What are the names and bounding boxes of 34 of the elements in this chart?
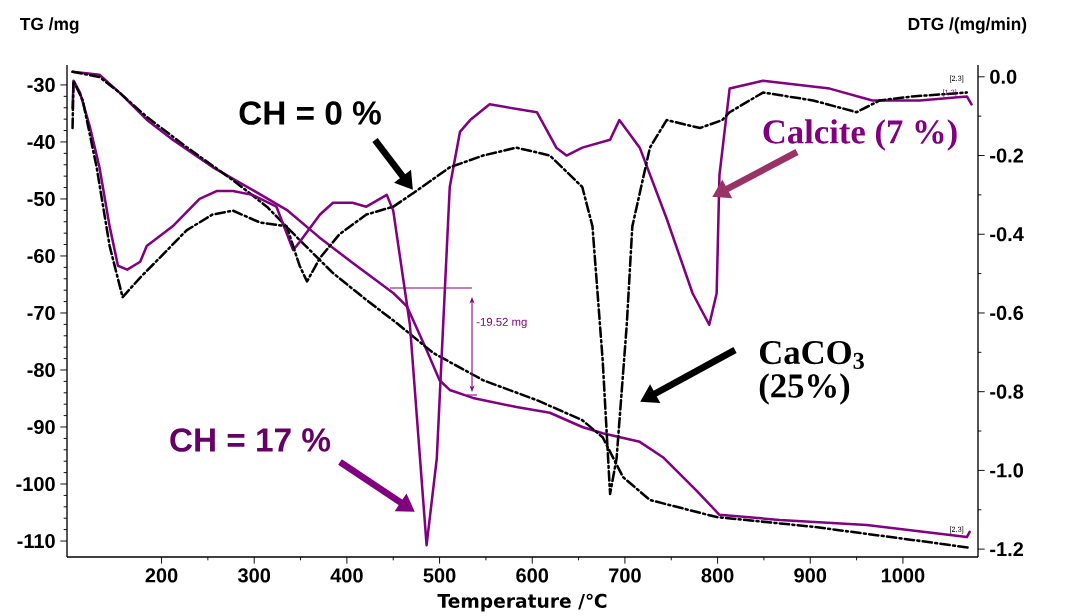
y2-tick-label: -0.2	[990, 148, 1024, 163]
y-tick-label: -80	[27, 362, 55, 378]
y-tick-label: -110	[17, 533, 55, 549]
x-tick-label: 600	[516, 568, 549, 583]
y2-axis-title: DTG /(mg/min)	[908, 17, 1027, 34]
y-tick-label: -90	[27, 419, 55, 435]
x-tick-label: 400	[330, 568, 363, 583]
annotation: Calcite (7 %)	[763, 119, 957, 151]
annotation: -19.52 mg	[476, 317, 527, 329]
y2-tick-label: -0.8	[990, 384, 1024, 399]
x-axis-title: Temperature /℃	[437, 593, 607, 612]
annotation: (25%)	[759, 373, 850, 405]
y2-tick-label: -0.4	[990, 227, 1024, 242]
y2-tick-label: 0.0	[990, 69, 1017, 84]
y-tick-label: -100	[16, 476, 55, 492]
x-tick-label: 700	[609, 568, 641, 583]
y-tick-label: -50	[27, 191, 55, 207]
annotation: CH = 0 %	[239, 101, 381, 125]
x-tick-label: 1000	[881, 568, 925, 583]
x-tick-label: 500	[423, 568, 456, 583]
x-tick-label: 800	[701, 568, 734, 583]
y-tick-label: -70	[27, 305, 55, 321]
x-tick-label: 200	[145, 568, 178, 583]
annotation: CH = 17 %	[170, 428, 331, 452]
y-tick-label: -40	[27, 134, 55, 150]
annotation: CaCO$_{3}$	[759, 340, 864, 370]
y2-tick-label: -0.6	[990, 305, 1024, 321]
y-tick-label: -30	[27, 77, 55, 93]
y-axis-title: TG /mg	[20, 17, 79, 34]
y2-tick-label: -1.2	[990, 542, 1024, 557]
x-tick-label: 900	[794, 568, 827, 583]
y2-tick-label: -1.0	[990, 463, 1024, 478]
x-tick-label: 300	[237, 568, 271, 583]
y-tick-label: -60	[27, 248, 55, 264]
